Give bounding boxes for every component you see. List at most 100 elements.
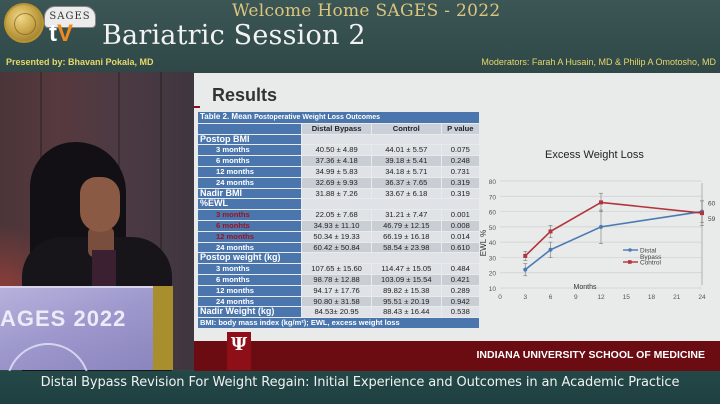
data-point [599,200,603,205]
table-section-row: %EWL [198,199,479,210]
row-label: 12 months [198,231,302,242]
session-title: Bariatric Session 2 [102,20,366,51]
y-tick-label: 50 [489,225,497,232]
section-fill [302,253,479,264]
data-point [523,253,528,258]
cell-pvalue: 0.075 [441,145,479,156]
table-section-row: Postop BMI [198,134,479,145]
cell-pvalue: 0.538 [441,307,479,318]
section-label: Postop weight (kg) [198,253,302,264]
cell-control: 88.43 ± 16.44 [371,307,441,318]
talk-title: Distal Bypass Revision For Weight Regain… [40,375,680,390]
row-label: 6 months [198,274,302,285]
speaker-video: AGES 2022 [0,72,194,404]
y-tick-label: 30 [489,255,497,262]
y-tick-label: 80 [489,179,497,186]
institution-name: INDIANA UNIVERSITY SCHOOL OF MEDICINE [476,349,706,361]
moderators-credit: Moderators: Farah A Husain, MD & Philip … [481,57,716,67]
cell-distal: 34.99 ± 5.83 [302,166,371,177]
x-tick-label: 0 [498,294,502,301]
speaker-shirt [92,250,116,290]
cell-control: 114.47 ± 15.05 [371,264,441,274]
end-value-label: 59 [708,216,716,223]
table-row: Nadir BMI 31.88 ± 7.26 33.67 ± 6.18 0.31… [198,188,479,199]
legend-marker [628,248,632,252]
caption-main: Table 2. Mean [200,112,252,121]
data-point [523,267,528,272]
logo-tv-v: V [57,20,74,47]
column-header-distal: Distal Bypass [302,123,371,134]
x-tick-label: 15 [623,294,631,301]
row-label: 12 months [198,166,302,177]
presentation-slide: Results Table 2. Mean Postoperative Weig… [194,73,720,371]
cell-distal: 37.36 ± 4.18 [302,156,371,166]
table-row: 12 months 94.17 ± 17.76 89.82 ± 15.38 0.… [198,285,479,296]
table-row: 6 months 98.78 ± 12.88 103.09 ± 15.54 0.… [198,274,479,285]
cell-control: 31.21 ± 7.47 [371,210,441,220]
logo-tv-t: t [49,20,57,47]
x-tick-label: 12 [597,294,605,301]
cell-control: 58.54 ± 23.98 [371,242,441,253]
chart-plot: 10 20 30 40 50 60 70 80 0 3 6 9 12 15 18 21 24 Months EWL … [479,179,716,301]
cell-pvalue: 0.008 [441,220,479,231]
cell-pvalue: 0.289 [441,285,479,296]
table-row: 6 months 37.36 ± 4.18 39.18 ± 5.41 0.248 [198,156,479,166]
column-header-blank [198,123,302,134]
table-footnote-row: BMI: body mass index (kg/m²); EWL, exces… [198,318,479,328]
curtain-fold [160,72,162,370]
podium: AGES 2022 [0,286,153,404]
x-axis-label: Months [574,284,597,291]
y-tick-label: 10 [489,286,497,293]
cell-distal: 31.88 ± 7.26 [302,188,371,199]
sages-tv-logo: tV [49,22,73,46]
welcome-banner: Welcome Home SAGES - 2022 [232,1,501,21]
cell-control: 46.79 ± 12.15 [371,220,441,231]
row-label: 6 monhts [198,220,302,231]
section-label: %EWL [198,199,302,210]
cell-control: 66.19 ± 16.18 [371,231,441,242]
iu-trident-logo-icon: Ψ [227,332,251,370]
y-tick-label: 70 [489,194,497,201]
cell-distal: 90.80 ± 31.58 [302,296,371,307]
cell-distal: 50.34 ± 19.33 [302,231,371,242]
ewl-line-chart: Excess Weight Loss 10 20 30 40 50 60 70 80 0 3 6 9 1… [470,133,720,313]
y-tick-label: 60 [489,210,497,217]
cell-distal: 94.17 ± 17.76 [302,285,371,296]
caption-rest: Postoperative Weight Loss Outcomes [254,114,381,121]
cell-distal: 98.78 ± 12.88 [302,274,371,285]
slide-accent-mark [194,106,200,108]
x-tick-label: 21 [673,294,681,301]
institution-footer-bar [194,341,720,371]
cell-distal: 107.65 ± 15.60 [302,264,371,274]
table-caption: Table 2. Mean Postoperative Weight Loss … [198,112,479,123]
sages-logo-badge: SAGES [44,6,96,28]
outcomes-table: Table 2. Mean Postoperative Weight Loss … [197,111,480,329]
table-row: 12 months 50.34 ± 19.33 66.19 ± 16.18 0.… [198,231,479,242]
cell-control: 34.18 ± 5.71 [371,166,441,177]
podium-edge [153,286,173,370]
presenter-credit: Presented by: Bhavani Pokala, MD [6,57,154,67]
data-point [599,224,603,229]
table-row: 24 months 90.80 ± 31.58 95.51 ± 20.19 0.… [198,296,479,307]
column-header-pvalue: P value [441,123,479,134]
table-row: 24 months 60.42 ± 50.84 58.54 ± 23.98 0.… [198,242,479,253]
cell-pvalue: 0.014 [441,231,479,242]
series-line [524,201,703,257]
row-label: 3 months [198,264,302,274]
y-axis-label: EWL % [479,230,488,256]
cell-pvalue: 0.421 [441,274,479,285]
table-row: Nadir Weight (kg) 84.53± 20.95 88.43 ± 1… [198,307,479,318]
cell-pvalue: 0.248 [441,156,479,166]
row-label: Nadir Weight (kg) [198,307,302,318]
sages-medal-logo-icon [4,3,44,43]
data-point [548,247,553,252]
data-point [548,229,553,234]
row-label: Nadir BMI [198,188,302,199]
table-row: 6 monhts 34.93 ± 11.10 46.79 ± 12.15 0.0… [198,220,479,231]
table-caption-row: Table 2. Mean Postoperative Weight Loss … [198,112,479,123]
speaker-face [80,177,120,232]
section-fill [302,199,479,210]
column-header-control: Control [371,123,441,134]
legend-label: Distal [640,248,657,255]
cell-pvalue: 0.942 [441,296,479,307]
